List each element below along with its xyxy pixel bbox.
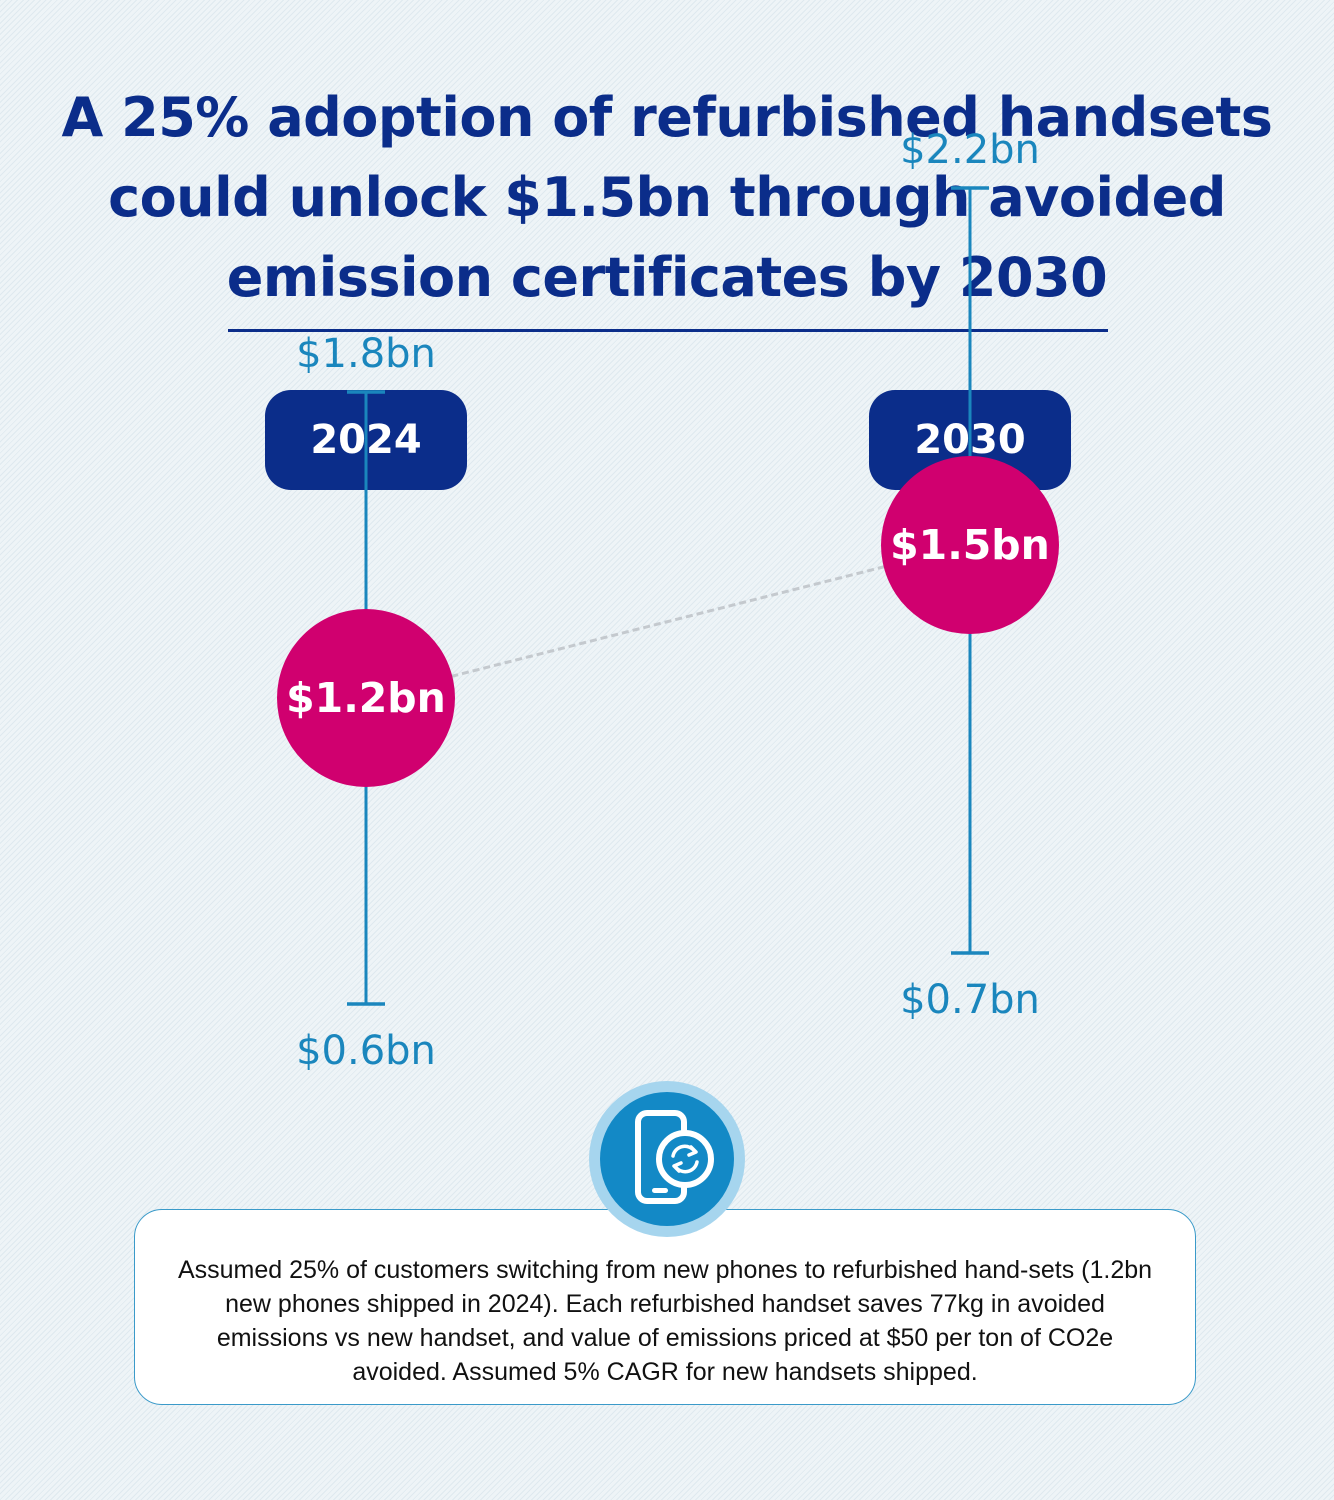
value-label-2030: $1.5bn	[890, 521, 1050, 569]
low-label-2030: $0.7bn	[900, 977, 1040, 1023]
title-underline	[228, 329, 1108, 332]
trend-connector	[365, 543, 971, 700]
value-label-2024: $1.2bn	[286, 674, 446, 722]
high-label-2030: $2.2bn	[900, 127, 1040, 173]
value-point-2030	[881, 456, 1059, 634]
high-label-2024: $1.8bn	[296, 331, 436, 377]
chart-title: A 25% adoption of refurbished handsets c…	[61, 86, 1273, 309]
phone-refurbish-icon	[589, 1081, 745, 1237]
low-label-2024: $0.6bn	[296, 1028, 436, 1074]
assumptions-text: Assumed 25% of customers switching from …	[177, 1256, 1153, 1386]
value-point-2024	[277, 609, 455, 787]
assumptions-note: Assumed 25% of customers switching from …	[134, 1209, 1196, 1405]
